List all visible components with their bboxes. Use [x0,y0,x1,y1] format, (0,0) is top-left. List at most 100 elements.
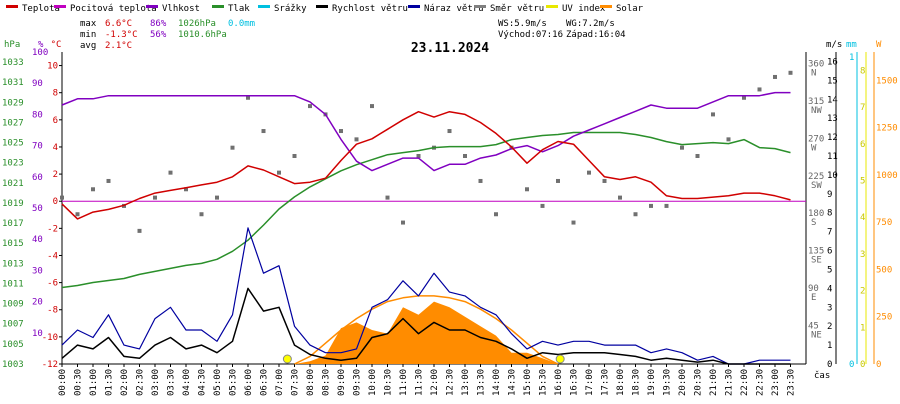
pct-tick: 10 [32,329,43,339]
wind-dir-point [556,178,560,183]
legend-label: Tlak [228,4,250,14]
stat-min-temp: -1.3°C [105,30,138,40]
wind-dir-point [649,203,653,208]
wind-dir-point [664,203,669,208]
legend-swatch [212,5,224,8]
x-tick: 06:30 [260,369,270,396]
stat-max-press: 1026hPa [178,19,216,29]
w-tick: 1000 [876,171,898,181]
hpa-tick: 1025 [2,139,24,149]
x-tick: 22:00 [740,369,750,396]
stat-max-hum: 86% [150,19,167,29]
hpa-tick: 1007 [2,320,24,330]
mm-unit: mm [846,40,857,50]
wind-dir-point [773,74,777,79]
dir-label: NW [811,106,822,116]
x-tick: 16:00 [554,369,564,396]
sunrise-marker [282,354,292,364]
x-tick: 19:00 [647,369,657,396]
x-tick: 12:30 [446,369,456,396]
wind-ws: WS:5.9m/s [498,19,547,29]
wind-dir-point [184,187,188,192]
solar-theoretical-line [294,295,559,365]
x-tick: 21:00 [709,369,719,396]
ms-tick: 1 [827,341,832,351]
wind-dir-point [463,154,467,158]
uv-tick: 4 [860,213,865,223]
legend-swatch [546,5,558,8]
stat-max-rain: 0.0mm [228,19,255,29]
wind-dir-point [602,178,607,183]
sunrise: Východ:07:16 [498,30,563,40]
temp-tick: 8 [53,89,58,99]
wind-dir-point [91,187,95,192]
pct-tick: 50 [32,204,43,214]
x-tick: 23:30 [787,369,797,396]
temp-tick: -2 [47,224,58,234]
x-tick: 15:00 [523,369,533,396]
x-tick: 04:30 [198,369,208,396]
wind-dir-point [447,129,452,134]
stat-max-temp: 6.6°C [105,19,132,29]
x-tick: 14:00 [492,369,502,396]
mm-tick: 0 [849,360,854,370]
pct-tick: 40 [32,235,43,245]
ms-tick: 5 [827,265,832,275]
ms-tick: 10 [827,171,838,181]
x-tick: 13:30 [477,369,487,396]
legend-label: Rychlost větru [332,4,408,14]
wind-dir-point [75,212,80,217]
x-tick: 01:00 [89,369,99,396]
x-tick: 02:30 [136,369,146,396]
ms-tick: 16 [827,57,838,67]
w-tick: 0 [876,360,881,370]
wind-wg: WG:7.2m/s [566,19,615,29]
wind-dir-point [757,87,762,92]
x-tick: 20:00 [678,369,688,396]
temperature-line [61,110,791,220]
uv-tick: 7 [860,103,865,113]
hpa-tick: 1005 [2,340,24,350]
x-tick: 01:30 [105,369,115,396]
hpa-tick: 1027 [2,118,24,128]
wind-dir-point [137,228,142,233]
uv-tick: 2 [860,287,865,297]
hpa-tick: 1009 [2,300,24,310]
x-tick: 18:00 [616,369,626,396]
dir-label: NE [811,331,822,341]
x-tick: 20:30 [694,369,704,396]
x-tick: 02:00 [120,369,130,396]
x-tick: 15:30 [539,369,549,396]
wind-dir-point [199,212,204,217]
wind-dir-point [788,70,793,75]
ms-tick: 13 [827,114,838,124]
hpa-tick: 1033 [2,58,24,68]
x-tick: 07:00 [275,369,285,396]
x-tick: 17:30 [601,369,611,396]
wind-dir-point [308,104,312,109]
uv-tick: 6 [860,140,865,150]
x-tick: 09:30 [353,369,363,396]
pct-tick: 20 [32,298,43,308]
temp-tick: -8 [47,306,58,316]
w-tick: 1250 [876,124,898,134]
uv-tick: 5 [860,176,865,186]
x-tick: 00:30 [74,369,84,396]
dir-tick: 315 [808,97,824,107]
dir-label: N [811,68,816,78]
ms-unit: m/s [826,40,842,50]
x-tick: 21:30 [725,369,735,396]
temp-tick: 6 [53,116,58,126]
legend-label: UV index [562,4,606,14]
ms-tick: 3 [827,303,832,313]
dir-tick: 270 [808,134,824,144]
x-tick: 10:00 [368,369,378,396]
ms-tick: 6 [827,247,832,257]
x-tick: 14:30 [508,369,518,396]
wind-dir-point [742,95,746,100]
wind-dir-point [168,170,173,175]
legend-label: Solar [616,4,644,14]
ms-tick: 2 [827,322,832,332]
pct-tick: 80 [32,110,43,120]
